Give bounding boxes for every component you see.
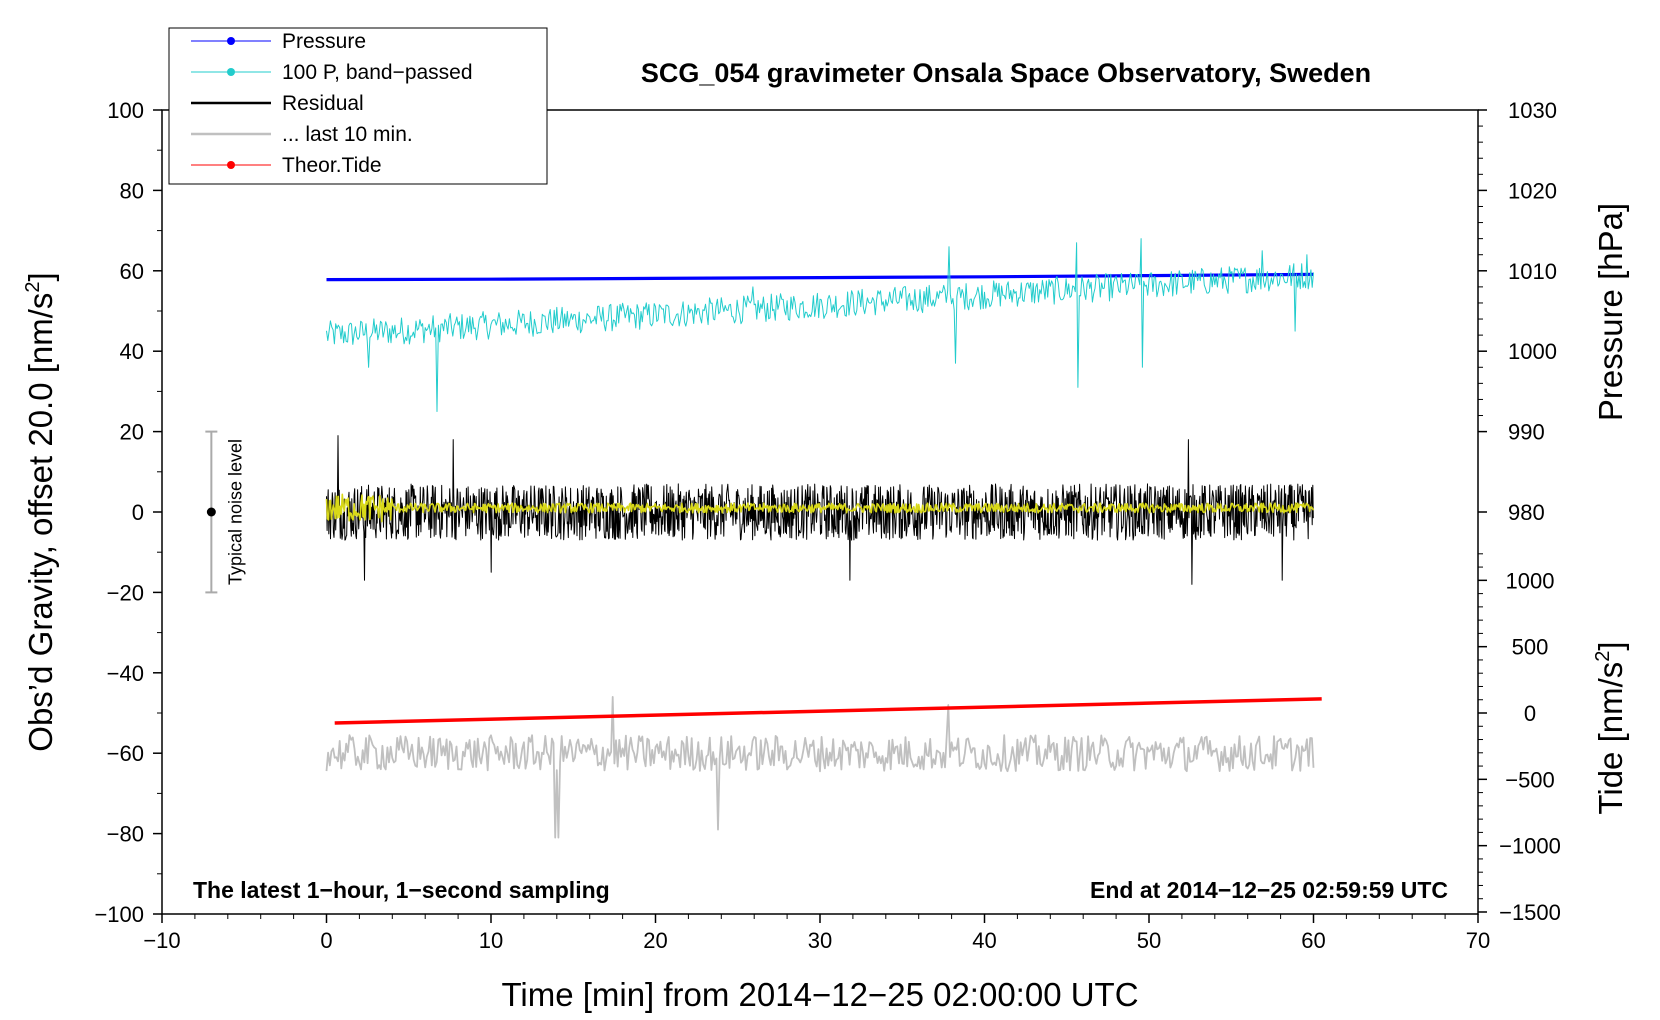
legend-box — [168, 27, 548, 185]
series-3-line — [325, 493, 1315, 523]
x-tick-label: 30 — [808, 928, 832, 953]
series-0-line — [326, 272, 1314, 282]
pressure-axis-title: Pressure [hPa] — [1592, 203, 1629, 421]
annotation-end-time: End at 2014−12−25 02:59:59 UTC — [1090, 877, 1448, 903]
x-tick-label: 40 — [972, 928, 996, 953]
tide-axis-title-end: ] — [1592, 641, 1629, 650]
x-tick-label: 50 — [1137, 928, 1161, 953]
x-tick-label: 10 — [479, 928, 503, 953]
annotation-sampling: The latest 1−hour, 1−second sampling — [193, 877, 610, 903]
pressure-tick-label: 1020 — [1508, 178, 1557, 203]
chart-title: SCG_054 gravimeter Onsala Space Observat… — [641, 58, 1371, 88]
tide-axis-title: Tide [nm/s2] — [1592, 641, 1629, 814]
noise-bar: Typical noise level — [205, 430, 245, 594]
y-tick-label: 100 — [107, 98, 144, 123]
y-axis-gravity: −100 −80 −60 −40 −20 0 20 40 60 80 100 — [94, 98, 162, 927]
y-tick-label: 40 — [120, 339, 144, 364]
y-tick-label: −20 — [107, 580, 144, 605]
y-tick-label: 20 — [120, 420, 144, 445]
y-tick-label: −80 — [107, 822, 144, 847]
y-tick-label: −40 — [107, 661, 144, 686]
tide-tick-label: 500 — [1512, 635, 1549, 660]
legend-label-2: Residual — [282, 92, 364, 115]
x-axis-title: Time [min] from 2014−12−25 02:00:00 UTC — [501, 976, 1138, 1013]
y-axis-title-main: Obs’d Gravity, offset 20.0 [nm/s — [22, 293, 59, 752]
legend-entries: Pressure 100 P, band−passed Residual ... la… — [191, 30, 473, 177]
pressure-tick-label: 980 — [1508, 500, 1545, 525]
series-2-line — [326, 435, 1314, 585]
y-axis-title-sup: 2 — [22, 281, 44, 292]
x-tick-label: −10 — [143, 928, 180, 953]
tide-tick-label: 0 — [1524, 701, 1536, 726]
tide-tick-label: −500 — [1505, 767, 1555, 792]
x-tick-label: 0 — [320, 928, 332, 953]
y-tick-label: −60 — [107, 741, 144, 766]
legend-marker-4 — [227, 161, 235, 169]
series-1-line — [326, 238, 1314, 412]
legend-marker-1 — [227, 68, 235, 76]
legend: Pressure 100 P, band−passed Residual ... la… — [168, 27, 548, 185]
legend-label-4: Theor.Tide — [282, 154, 382, 177]
x-tick-label: 70 — [1466, 928, 1490, 953]
series-group — [325, 238, 1322, 839]
x-axis: −10 0 10 20 30 40 50 60 70 — [143, 914, 1490, 953]
legend-marker-0 — [227, 37, 235, 45]
tide-tick-label: 1000 — [1506, 568, 1555, 593]
tide-axis-title-main: Tide [nm/s — [1592, 662, 1629, 815]
pressure-tick-label: 990 — [1508, 420, 1545, 445]
legend-label-3: ... last 10 min. — [282, 123, 413, 146]
y-tick-label: 0 — [132, 500, 144, 525]
tide-tick-label: −1000 — [1499, 834, 1561, 859]
y-tick-label: 80 — [120, 178, 144, 203]
pressure-tick-label: 1010 — [1508, 259, 1557, 284]
tide-axis-title-sup: 2 — [1592, 651, 1614, 662]
pressure-tick-label: 1000 — [1508, 339, 1557, 364]
x-tick-label: 20 — [643, 928, 667, 953]
pressure-tick-label: 1030 — [1508, 98, 1557, 123]
y-axis-pressure: 980 990 1000 1010 1020 1030 — [1478, 98, 1557, 525]
legend-label-1: 100 P, band−passed — [282, 61, 473, 84]
x-tick-label: 60 — [1301, 928, 1325, 953]
y-axis-title-end: ] — [22, 272, 59, 281]
tide-tick-label: −1500 — [1499, 900, 1561, 925]
y-tick-label: −100 — [94, 902, 144, 927]
series-5-line — [334, 697, 1322, 725]
y-axis-tide: −1500 −1000 −500 0 500 1000 — [1478, 553, 1561, 925]
legend-label-0: Pressure — [282, 30, 366, 53]
noise-bar-label: Typical noise level — [225, 439, 245, 585]
noise-bar-dot — [206, 507, 216, 517]
series-4-line — [325, 696, 1315, 839]
y-axis-title: Obs’d Gravity, offset 20.0 [nm/s2] — [22, 272, 59, 751]
y-tick-label: 60 — [120, 259, 144, 284]
